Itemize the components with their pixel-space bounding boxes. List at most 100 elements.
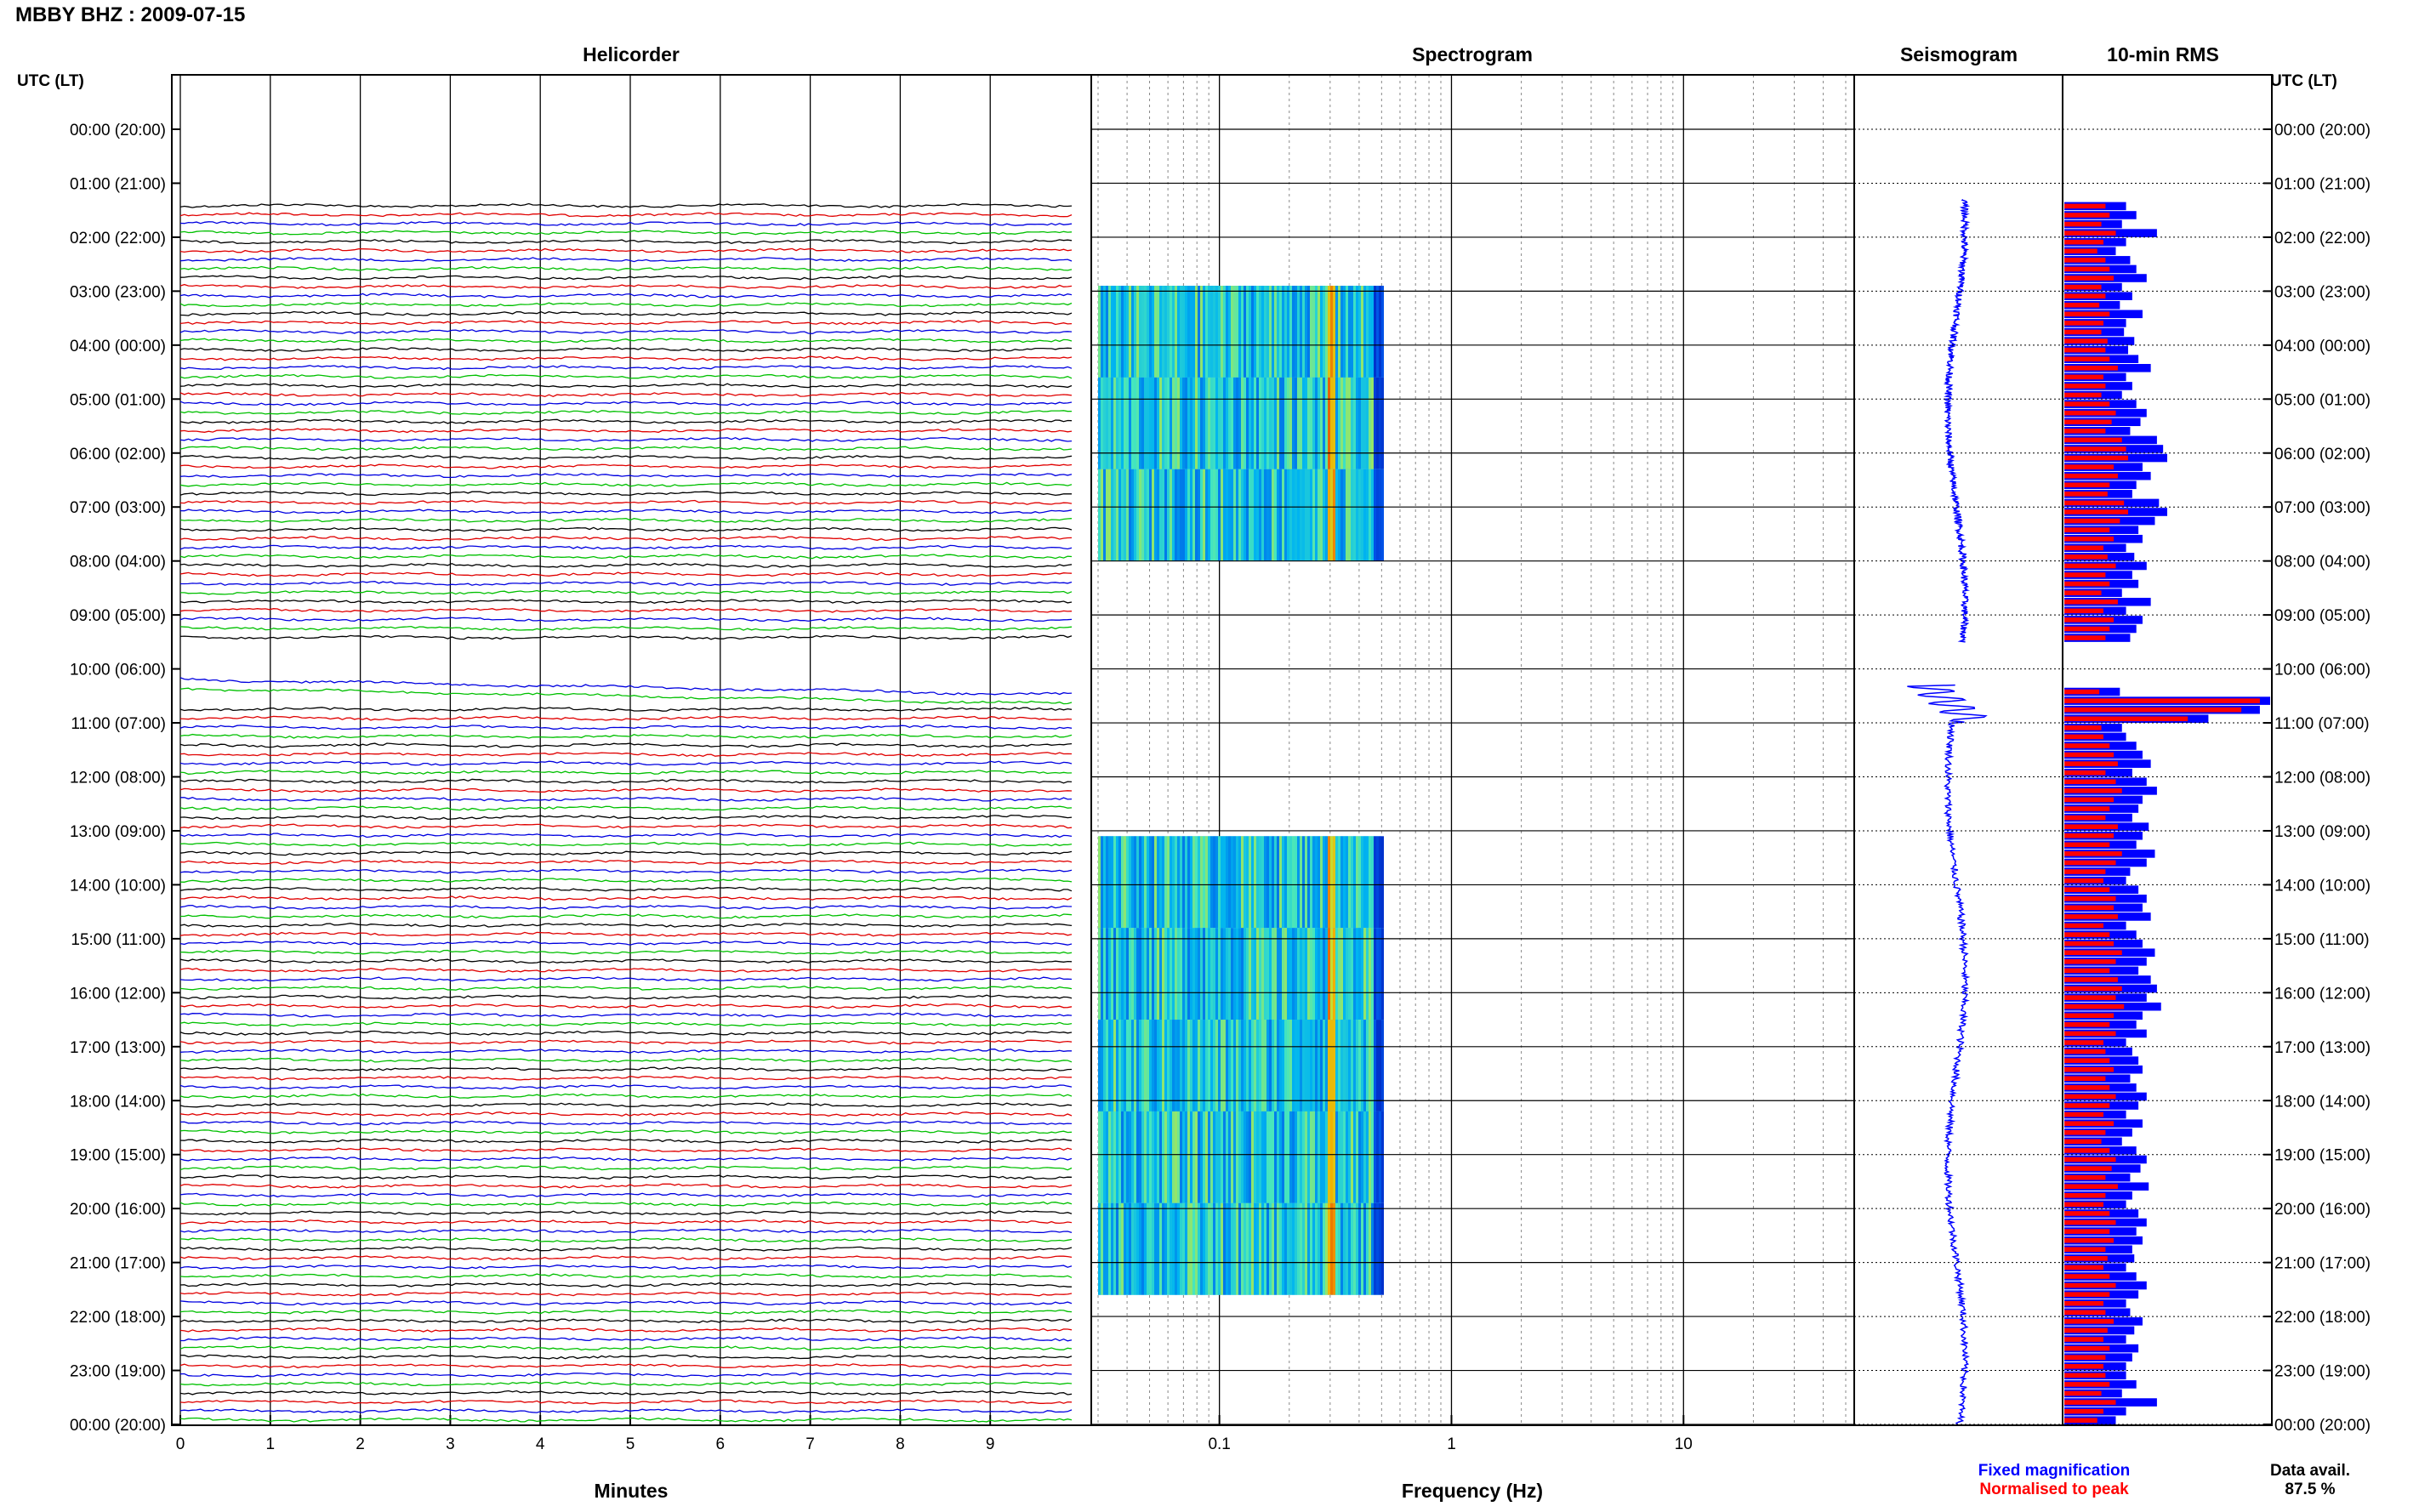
spectrogram-cell xyxy=(1144,1020,1147,1111)
spectrogram-cell xyxy=(1254,928,1256,1020)
spectrogram-cell xyxy=(1157,1111,1159,1203)
helicorder-trace xyxy=(179,859,1073,865)
helicorder-trace xyxy=(179,625,1073,631)
spectrogram-cell xyxy=(1218,1202,1221,1295)
spectrogram-cell xyxy=(1106,286,1108,378)
spectrogram-cell xyxy=(1318,928,1320,1020)
spectrogram-cell xyxy=(1310,928,1312,1020)
spectrogram-cell xyxy=(1340,1202,1343,1295)
rms-bar-normalised xyxy=(2064,392,2102,398)
right-axis-header: UTC (LT) xyxy=(2270,72,2337,90)
spectrogram-cell xyxy=(1118,836,1121,929)
spectrogram-cell xyxy=(1289,1202,1292,1295)
rms-bar-normalised xyxy=(2064,1337,2103,1342)
rms-bar-normalised xyxy=(2064,608,2103,614)
data-avail-value: 87.5 % xyxy=(2285,1481,2335,1498)
spectrogram-cell xyxy=(1157,469,1159,561)
spectrogram-cell xyxy=(1381,1111,1384,1203)
spectrogram-cell xyxy=(1274,1202,1277,1295)
spectrogram-cell xyxy=(1131,836,1134,929)
spectrogram-cell xyxy=(1121,836,1124,929)
spectrogram-cell xyxy=(1264,836,1266,929)
time-label-right: 02:00 (22:00) xyxy=(2274,230,2371,247)
rms-bar-normalised xyxy=(2064,1049,2106,1054)
spectrogram-cell xyxy=(1108,1202,1111,1295)
spectrogram-cell xyxy=(1318,1111,1320,1203)
helicorder-trace xyxy=(179,1057,1073,1063)
spectrogram-cell xyxy=(1159,1020,1162,1111)
time-label-right: 11:00 (07:00) xyxy=(2274,715,2370,733)
spectrogram-cell xyxy=(1315,286,1318,378)
time-label-right: 00:00 (20:00) xyxy=(2274,1417,2371,1435)
spectrogram-cell xyxy=(1343,1111,1346,1203)
spectrogram-cell xyxy=(1284,286,1287,378)
spectrogram-cell xyxy=(1231,928,1233,1020)
spectrogram-cell xyxy=(1236,286,1238,378)
spectrogram-cell xyxy=(1241,836,1244,929)
spectrogram-cell xyxy=(1374,286,1376,378)
time-label-left: 09:00 (05:00) xyxy=(70,607,166,625)
spectrogram-cell xyxy=(1106,469,1108,561)
helicorder-trace xyxy=(179,526,1073,532)
time-label-right: 18:00 (14:00) xyxy=(2274,1093,2371,1111)
spectrogram-cell xyxy=(1297,377,1300,469)
spectrogram-cell xyxy=(1333,928,1335,1020)
spectrogram-cell xyxy=(1323,928,1325,1020)
spectrogram-cell xyxy=(1221,1111,1223,1203)
spectrogram-cell xyxy=(1106,377,1108,469)
spectrogram-cell xyxy=(1190,1202,1192,1295)
spectrogram-cell xyxy=(1295,836,1297,929)
spectrogram-cell xyxy=(1172,1202,1175,1295)
spectrogram-cell xyxy=(1226,286,1228,378)
seismogram-title: Seismogram xyxy=(1900,43,2018,65)
time-label-right: 16:00 (12:00) xyxy=(2274,985,2371,1003)
rms-bar-normalised xyxy=(2064,806,2110,811)
spectrogram-cell xyxy=(1111,469,1113,561)
spectrogram-cell xyxy=(1282,928,1284,1020)
spectrogram-cell xyxy=(1381,286,1384,378)
spectrogram-cell xyxy=(1369,1202,1371,1295)
helicorder-trace xyxy=(179,923,1073,928)
spectrogram-cell xyxy=(1366,377,1369,469)
helicorder-trace xyxy=(179,436,1073,442)
spectrogram-cell xyxy=(1136,836,1139,929)
spectrogram-cell xyxy=(1356,836,1358,929)
spectrogram-cell xyxy=(1192,377,1195,469)
rms-bar-normalised xyxy=(2064,895,2116,901)
time-label-right: 04:00 (00:00) xyxy=(2274,338,2371,355)
spectrogram-cell xyxy=(1292,836,1295,929)
spectrogram-cell xyxy=(1228,469,1231,561)
helicorder-trace xyxy=(179,787,1073,793)
spectrogram-cell xyxy=(1210,1202,1213,1295)
spectrogram-cell xyxy=(1328,286,1330,378)
time-label-left: 01:00 (21:00) xyxy=(70,175,166,193)
rms-bar-normalised xyxy=(2064,455,2129,461)
spectrogram-cell xyxy=(1118,1020,1121,1111)
spectrogram-cell xyxy=(1103,377,1106,469)
spectrogram-cell xyxy=(1192,469,1195,561)
spectrogram-cell xyxy=(1175,469,1177,561)
spectrogram-cell xyxy=(1213,469,1215,561)
rms-bar-normalised xyxy=(2064,761,2118,766)
spectrogram-cell xyxy=(1284,836,1287,929)
spectrogram-cell xyxy=(1351,286,1353,378)
helicorder-trace xyxy=(179,1084,1073,1090)
spectrogram-cell xyxy=(1259,286,1261,378)
spectrogram-cell xyxy=(1287,469,1289,561)
spectrogram-cell xyxy=(1111,1111,1113,1203)
spectrogram-cell xyxy=(1221,928,1223,1020)
rms-bar-normalised xyxy=(2064,1157,2116,1162)
spectrogram-cell xyxy=(1295,469,1297,561)
spectrogram-cell xyxy=(1157,1202,1159,1295)
rms-bar-normalised xyxy=(2064,213,2110,218)
rms-bar-normalised xyxy=(2064,311,2110,317)
helicorder-trace xyxy=(179,1030,1073,1036)
spectrogram-cell xyxy=(1180,1202,1182,1295)
spectrogram-cell xyxy=(1238,1202,1241,1295)
spectrogram-cell xyxy=(1292,1111,1295,1203)
spectrogram-cell xyxy=(1277,286,1279,378)
spectrogram-cell xyxy=(1264,1020,1266,1111)
spectrogram-cell xyxy=(1310,1111,1312,1203)
helicorder-trace xyxy=(179,1417,1073,1423)
spectrogram-xtick-label: 1 xyxy=(1447,1435,1456,1453)
